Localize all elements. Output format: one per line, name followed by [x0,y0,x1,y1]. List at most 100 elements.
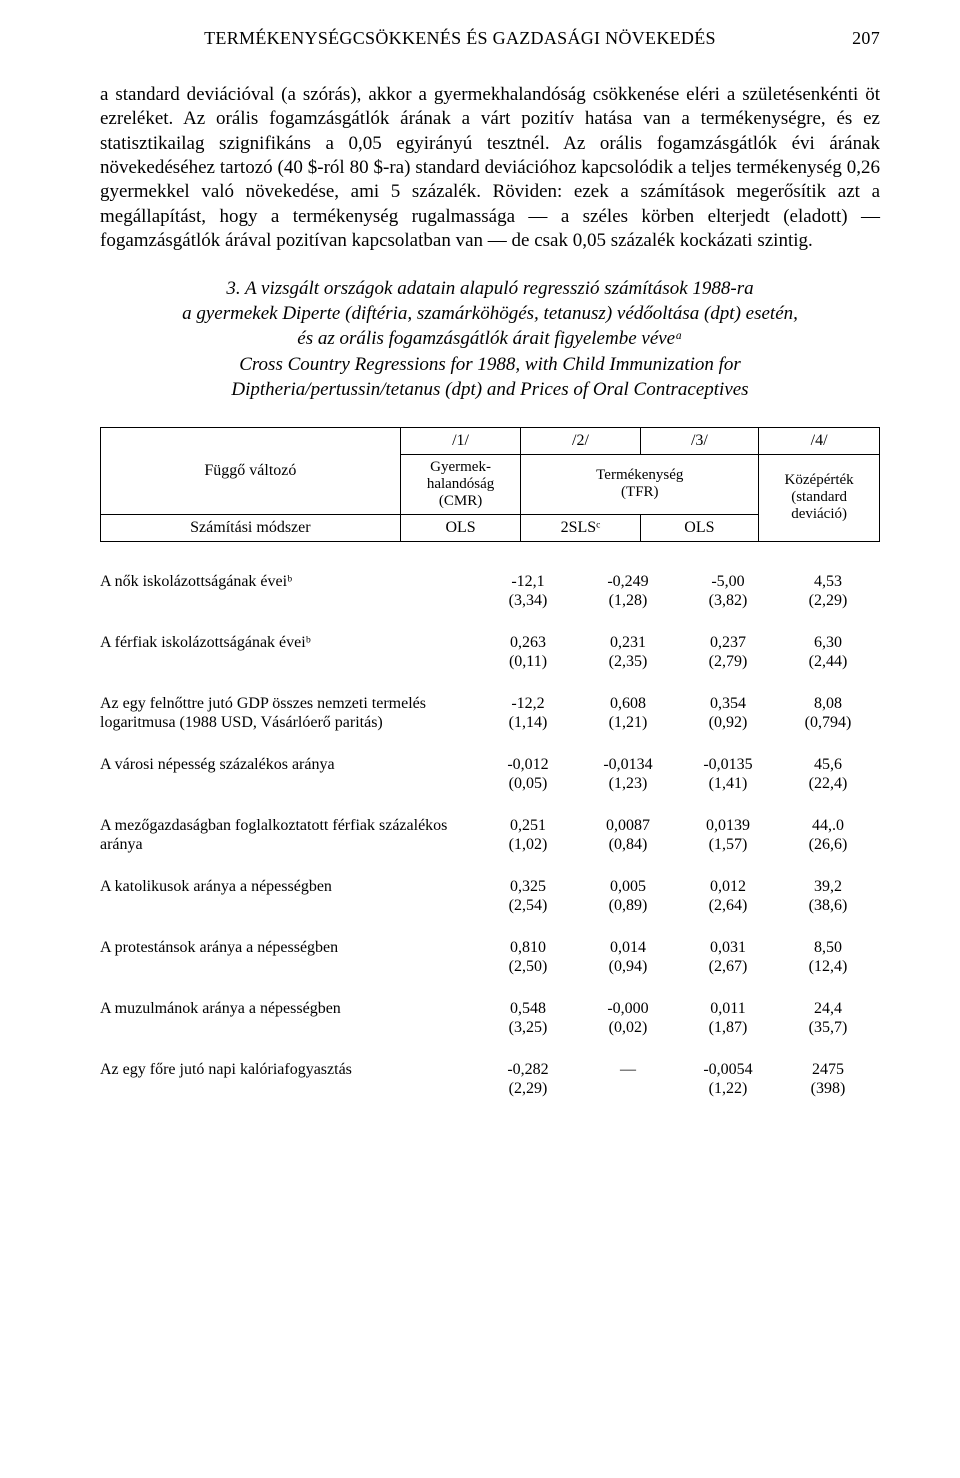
value-cell: 6,30(2,44) [778,633,878,672]
value-cell: 24,4(35,7) [778,999,878,1038]
section-line-1: A vizsgált országok adatain alapuló regr… [245,278,754,299]
std-error: (0,794) [778,713,878,733]
value-cell: 0,237(2,79) [678,633,778,672]
page-number: 207 [820,28,880,49]
std-error: (2,79) [678,652,778,672]
section-heading: 3. A vizsgált országok adatain alapuló r… [100,277,880,351]
std-error: (1,28) [578,591,678,611]
table-row: A muzulmánok aránya a népességben0,548(3… [100,999,880,1038]
value-cell: -0,000(0,02) [578,999,678,1038]
value-cell: -0,0054(1,22) [678,1060,778,1099]
std-error: (1,21) [578,713,678,733]
std-error: (38,6) [778,896,878,916]
coef-value: 2475 [812,1061,844,1078]
coef-value: 0,0087 [606,817,650,834]
coef-value: -5,00 [711,573,744,590]
variable-label: A mezőgazdaságban foglalkoztatott férfia… [100,816,478,855]
std-error: (0,02) [578,1018,678,1038]
coef-value: 0,608 [610,695,646,712]
value-cell: 0,011(1,87) [678,999,778,1038]
std-error: (26,6) [778,835,878,855]
col-num-2: /2/ [521,427,640,454]
value-cell: -0,282(2,29) [478,1060,578,1099]
coef-value: 0,263 [510,634,546,651]
variable-label: Az egy főre jutó napi kalóriafogyasztás [100,1060,478,1080]
regression-data-block: A nők iskolázottságának éveiᵇ-12,1(3,34)… [100,572,880,1099]
col-num-3: /3/ [640,427,759,454]
std-error: (1,41) [678,774,778,794]
std-error: (1,23) [578,774,678,794]
running-title: TERMÉKENYSÉGCSÖKKENÉS ÉS GAZDASÁGI NÖVEK… [100,28,820,49]
section-number: 3. [226,278,240,299]
table-row: Az egy felnőttre jutó GDP összes nemzeti… [100,694,880,733]
regression-header-table: Függő változó /1/ /2/ /3/ /4/ Gyermek- h… [100,427,880,542]
std-error: (3,82) [678,591,778,611]
value-cell: 0,325(2,54) [478,877,578,916]
col23-label-l1: Termékenység [596,467,683,483]
value-cell: 0,354(0,92) [678,694,778,733]
coef-value: 0,354 [710,695,746,712]
coef-value: 0,231 [610,634,646,651]
value-cell: -0,0134(1,23) [578,755,678,794]
method-label: Számítási módszer [101,514,401,541]
page: TERMÉKENYSÉGCSÖKKENÉS ÉS GAZDASÁGI NÖVEK… [0,0,960,1478]
table-row: A protestánsok aránya a népességben0,810… [100,938,880,977]
coef-value: 44,.0 [812,817,844,834]
value-cell: 0,263(0,11) [478,633,578,672]
body-paragraph-1: a standard deviációval (a szórás), akkor… [100,83,880,253]
std-error: (2,50) [478,957,578,977]
table-row: A mezőgazdaságban foglalkoztatott férfia… [100,816,880,855]
std-error: (0,11) [478,652,578,672]
coef-value: 24,4 [814,1000,842,1017]
std-error: (2,64) [678,896,778,916]
std-error: (2,35) [578,652,678,672]
value-cell: 0,608(1,21) [578,694,678,733]
col1-label: Gyermek- halandóság (CMR) [400,454,521,514]
value-cell: 44,.0(26,6) [778,816,878,855]
value-cell: 0,548(3,25) [478,999,578,1038]
coef-value: 8,08 [814,695,842,712]
value-cell: -12,1(3,34) [478,572,578,611]
std-error: (2,54) [478,896,578,916]
coef-value: -0,000 [607,1000,648,1017]
std-error: (3,34) [478,591,578,611]
value-cell: 39,2(38,6) [778,877,878,916]
std-error: (0,05) [478,774,578,794]
std-error: (1,57) [678,835,778,855]
value-cell: — [578,1060,678,1080]
coef-value: -0,0054 [703,1061,752,1078]
col23-label: Termékenység (TFR) [521,454,759,514]
std-error: (1,02) [478,835,578,855]
coef-value: -12,2 [511,695,544,712]
col4-label-l1: Középérték [785,472,854,488]
value-cell: 2475(398) [778,1060,878,1099]
coef-value: -0,0134 [603,756,652,773]
value-cell: 0,810(2,50) [478,938,578,977]
col-num-4: /4/ [759,427,880,454]
coef-value: 0,005 [610,878,646,895]
coef-value: 0,012 [710,878,746,895]
std-error: (2,44) [778,652,878,672]
value-cell: 0,0139(1,57) [678,816,778,855]
coef-value: 0,548 [510,1000,546,1017]
col1-label-l3: (CMR) [439,493,482,509]
col23-label-l2: (TFR) [621,484,659,500]
coef-value: 0,810 [510,939,546,956]
value-cell: 8,08(0,794) [778,694,878,733]
coef-value: 45,6 [814,756,842,773]
coef-value: 6,30 [814,634,842,651]
table-row: A férfiak iskolázottságának éveiᵇ0,263(0… [100,633,880,672]
std-error: (3,25) [478,1018,578,1038]
dep-var-label: Függő változó [101,427,401,514]
coef-value: 8,50 [814,939,842,956]
coef-value: -12,1 [511,573,544,590]
coef-value: 4,53 [814,573,842,590]
std-error: (12,4) [778,957,878,977]
value-cell: 45,6(22,4) [778,755,878,794]
std-error: (35,7) [778,1018,878,1038]
section-heading-en: Cross Country Regressions for 1988, with… [100,353,880,402]
col1-label-l2: halandóság [427,476,494,492]
value-cell: 0,251(1,02) [478,816,578,855]
coef-value: -0,012 [507,756,548,773]
col-num-1: /1/ [400,427,521,454]
